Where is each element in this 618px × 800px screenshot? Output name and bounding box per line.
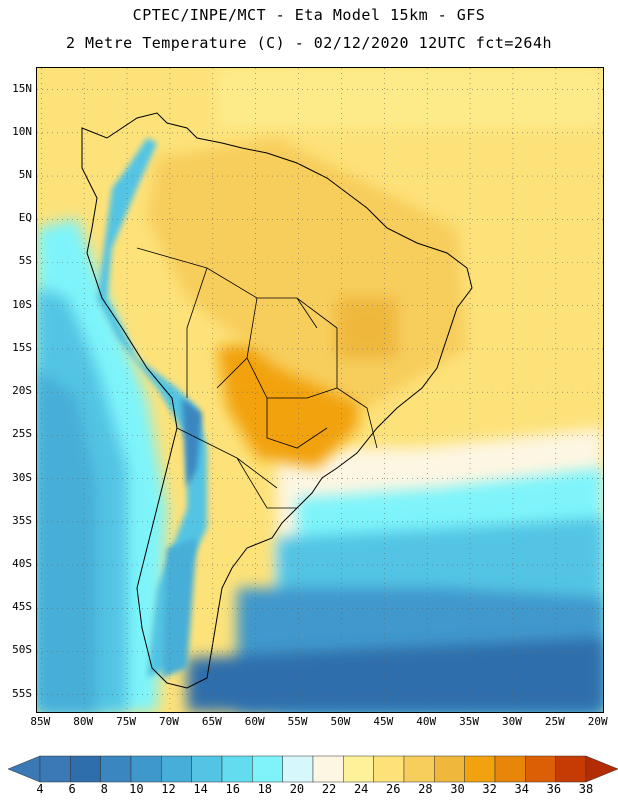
lat-tick-label: 55S [12, 686, 32, 700]
lon-tick-label: 65W [201, 715, 222, 728]
lon-tick-label: 40W [416, 715, 437, 728]
lat-tick-label: 45S [12, 600, 32, 614]
colorbar-tick-label: 6 [68, 782, 76, 796]
colorbar-tick-label: 16 [225, 782, 240, 796]
colorbar-swatch [282, 755, 314, 783]
patagonia-cold [162, 538, 197, 678]
colorbar-tick-label: 32 [482, 782, 497, 796]
lat-tick-label: 15S [12, 340, 32, 354]
colorbar-swatch [312, 755, 344, 783]
lat-tick-label: EQ [18, 211, 32, 225]
land-warm-patch [337, 298, 397, 358]
lon-tick-label: 35W [459, 715, 479, 728]
pacific-cold-band [37, 368, 97, 712]
colorbar-high-arrow [585, 755, 618, 783]
colorbar-tick-label: 26 [386, 782, 401, 796]
temperature-map [37, 68, 603, 712]
colorbar-swatch [191, 755, 223, 783]
colorbar-tick-label: 18 [257, 782, 273, 796]
coastline [81, 112, 473, 689]
lat-tick-label: 25S [12, 427, 32, 441]
chart-subtitle: 2 Metre Temperature (C) - 02/12/2020 12U… [65, 34, 553, 52]
lon-tick-label: 70W [158, 715, 179, 728]
colorbar-low-arrow [7, 755, 41, 783]
colorbar-swatch [130, 755, 162, 783]
colorbar-tick-label: 10 [129, 782, 144, 796]
lat-tick-label: 50S [12, 643, 32, 657]
colorbar-swatch [464, 755, 496, 783]
lon-tick-label: 85W [30, 715, 51, 728]
colorbar-tick-label: 28 [418, 782, 433, 796]
colorbar [7, 755, 618, 783]
colorbar-tick-label: 4 [36, 782, 44, 796]
colorbar-swatch [494, 755, 526, 783]
north-atlantic-field [217, 68, 603, 128]
lon-tick-label: 80W [73, 715, 94, 728]
colorbar-swatch [100, 755, 132, 783]
country-borders [136, 247, 378, 509]
lat-tick-label: 20S [12, 384, 32, 398]
lon-tick-label: 30W [502, 715, 522, 728]
colorbar-tick-label: 20 [289, 782, 305, 796]
lat-tick-label: 5S [18, 254, 32, 268]
altiplano-cold [182, 398, 202, 488]
lon-tick-label: 55W [287, 715, 308, 728]
lat-tick-label: 30S [12, 470, 32, 484]
lon-tick-label: 20W [587, 715, 608, 728]
colorbar-swatch [343, 755, 374, 783]
colorbar-swatch [252, 755, 283, 783]
colorbar-tick-label: 24 [353, 782, 369, 796]
lon-tick-label: 25W [544, 715, 565, 728]
colorbar-swatch [70, 755, 101, 783]
colorbar-tick-label: 38 [578, 782, 594, 796]
colorbar-swatch [161, 755, 192, 783]
colorbar-tick-label: 22 [321, 782, 337, 796]
colorbar-swatch [403, 755, 435, 783]
colorbar-swatch [373, 755, 405, 783]
lon-tick-label: 75W [116, 715, 136, 728]
colorbar-tick-label: 14 [193, 782, 208, 796]
colorbar-swatch [555, 755, 587, 783]
colorbar-tick-label: 8 [100, 782, 108, 796]
lat-tick-label: 5N [18, 168, 32, 182]
lat-tick-label: 10N [12, 124, 32, 138]
colorbar-swatch [434, 755, 465, 783]
lat-tick-label: 15N [12, 81, 32, 95]
lat-tick-label: 35S [12, 513, 32, 527]
lon-tick-label: 50W [330, 715, 351, 728]
colorbar-tick-label: 36 [546, 782, 562, 796]
colorbar-tick-label: 30 [450, 782, 465, 796]
lon-tick-label: 60W [244, 715, 265, 728]
map-frame [36, 67, 604, 713]
lat-tick-label: 10S [12, 297, 32, 311]
lon-tick-label: 45W [373, 715, 394, 728]
southern-ocean-band [187, 638, 603, 712]
chart-title: CPTEC/INPE/MCT - Eta Model 15km - GFS [132, 6, 486, 24]
colorbar-tick-label: 34 [514, 782, 529, 796]
andes-cold-ridge [97, 138, 207, 678]
colorbar-swatch [525, 755, 556, 783]
colorbar-tick-label: 12 [161, 782, 176, 796]
lat-tick-label: 40S [12, 557, 32, 571]
colorbar-swatch [221, 755, 253, 783]
colorbar-swatch [39, 755, 71, 783]
